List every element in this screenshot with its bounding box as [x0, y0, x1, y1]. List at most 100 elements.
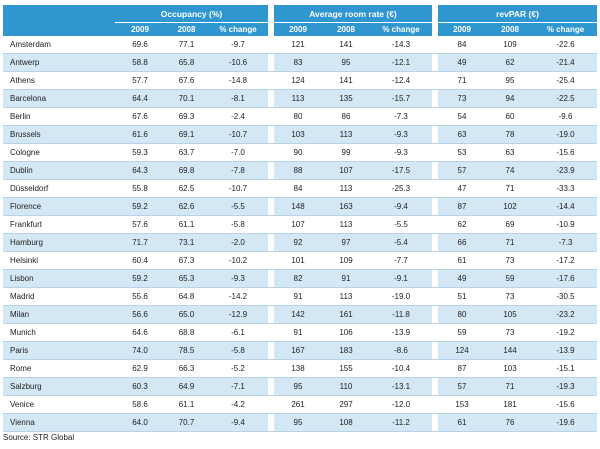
value-cell: 69 [486, 215, 534, 234]
table-row: Frankfurt 57.6 61.1 -5.8 107 113 -5.5 62 69 -10.9 [3, 215, 598, 234]
value-cell: 148 [274, 197, 322, 216]
column-gap [432, 143, 438, 162]
value-cell: 60.4 [115, 251, 165, 270]
city-name-cell: Madrid [3, 287, 115, 306]
value-cell: 61 [438, 413, 486, 432]
table-header: Occupancy (%) Average room rate (€) revP… [3, 5, 598, 36]
value-cell: 61 [438, 251, 486, 270]
value-cell: 74 [486, 161, 534, 180]
value-cell: -7.7 [370, 251, 432, 270]
table-row: Berlin 67.6 69.3 -2.4 80 86 -7.3 54 60 -9.6 [3, 107, 598, 126]
column-gap [432, 305, 438, 324]
value-cell: 73 [486, 323, 534, 342]
city-name-cell: Florence [3, 197, 115, 216]
value-cell: -10.2 [208, 251, 268, 270]
table-row: Antwerp 58.8 65.8 -10.6 83 95 -12.1 49 62 -21.4 [3, 53, 598, 72]
table-row: Düsseldorf 55.8 62.5 -10.7 84 113 -25.3 47 71 -33… [3, 179, 598, 198]
value-cell: 73 [438, 89, 486, 108]
value-cell: -7.8 [208, 161, 268, 180]
value-cell: 61.6 [115, 125, 165, 144]
value-cell: 181 [486, 395, 534, 414]
value-cell: 63 [486, 143, 534, 162]
value-cell: -19.3 [534, 377, 598, 396]
table-row: Cologne 59.3 63.7 -7.0 90 99 -9.3 53 63 -15.6 [3, 143, 598, 162]
value-cell: -15.1 [534, 359, 598, 378]
value-cell: 73 [486, 251, 534, 270]
value-cell: 56.6 [115, 305, 165, 324]
value-cell: 97 [322, 233, 370, 252]
value-cell: 70.1 [165, 89, 208, 108]
value-cell: 71 [438, 71, 486, 90]
column-gap [268, 233, 274, 252]
value-cell: -10.4 [370, 359, 432, 378]
value-cell: 64.9 [165, 377, 208, 396]
value-cell: 82 [274, 269, 322, 288]
value-cell: -25.3 [370, 179, 432, 198]
value-cell: 57 [438, 161, 486, 180]
value-cell: 90 [274, 143, 322, 162]
column-gap [432, 125, 438, 144]
value-cell: 105 [486, 305, 534, 324]
value-cell: 69.8 [165, 161, 208, 180]
value-cell: 78.5 [165, 341, 208, 360]
value-cell: 135 [322, 89, 370, 108]
column-gap [268, 395, 274, 414]
value-cell: -14.3 [370, 36, 432, 54]
value-cell: -5.8 [208, 341, 268, 360]
column-gap [268, 125, 274, 144]
value-cell: 113 [274, 89, 322, 108]
city-name-cell: Frankfurt [3, 215, 115, 234]
value-cell: 59.2 [115, 197, 165, 216]
value-cell: 107 [274, 215, 322, 234]
column-gap [268, 179, 274, 198]
column-gap [432, 71, 438, 90]
column-header: 2008 [486, 22, 534, 36]
value-cell: -13.1 [370, 377, 432, 396]
table-row: Amsterdam 69.6 77.1 -9.7 121 141 -14.3 84 109 -22… [3, 36, 598, 54]
value-cell: -5.5 [370, 215, 432, 234]
column-gap [268, 341, 274, 360]
value-cell: 167 [274, 341, 322, 360]
value-cell: 261 [274, 395, 322, 414]
value-cell: 59.3 [115, 143, 165, 162]
value-cell: -7.3 [534, 233, 598, 252]
value-cell: 108 [322, 413, 370, 432]
value-cell: 62.5 [165, 179, 208, 198]
value-cell: 61.1 [165, 395, 208, 414]
table-row: Athens 57.7 67.6 -14.8 124 141 -12.4 71 95 -25.4 [3, 71, 598, 90]
table-row: Salzburg 60.3 64.9 -7.1 95 110 -13.1 57 71 -19.3 [3, 377, 598, 396]
value-cell: 58.6 [115, 395, 165, 414]
value-cell: 84 [274, 179, 322, 198]
column-header: 2008 [165, 22, 208, 36]
value-cell: -9.3 [208, 269, 268, 288]
value-cell: -2.4 [208, 107, 268, 126]
value-cell: -12.4 [370, 71, 432, 90]
group-header-average-room-rate: Average room rate (€) [274, 5, 432, 23]
value-cell: 57.7 [115, 71, 165, 90]
value-cell: 80 [438, 305, 486, 324]
city-name-cell: Amsterdam [3, 36, 115, 54]
source-note: Source: STR Global [3, 433, 75, 442]
value-cell: -8.1 [208, 89, 268, 108]
value-cell: 62.6 [165, 197, 208, 216]
city-header-cell [3, 5, 115, 23]
value-cell: -5.2 [208, 359, 268, 378]
value-cell: -14.8 [208, 71, 268, 90]
city-name-cell: Antwerp [3, 53, 115, 72]
value-cell: 101 [274, 251, 322, 270]
value-cell: -7.3 [370, 107, 432, 126]
value-cell: 95 [486, 71, 534, 90]
value-cell: 86 [322, 107, 370, 126]
group-header-row: Occupancy (%) Average room rate (€) revP… [3, 5, 598, 23]
value-cell: 153 [438, 395, 486, 414]
value-cell: 65.8 [165, 53, 208, 72]
value-cell: 66 [438, 233, 486, 252]
value-cell: -13.9 [370, 323, 432, 342]
value-cell: 60.3 [115, 377, 165, 396]
value-cell: -10.7 [208, 179, 268, 198]
city-name-cell: Vienna [3, 413, 115, 432]
value-cell: 99 [322, 143, 370, 162]
value-cell: -15.6 [534, 395, 598, 414]
value-cell: -22.6 [534, 36, 598, 54]
value-cell: 53 [438, 143, 486, 162]
